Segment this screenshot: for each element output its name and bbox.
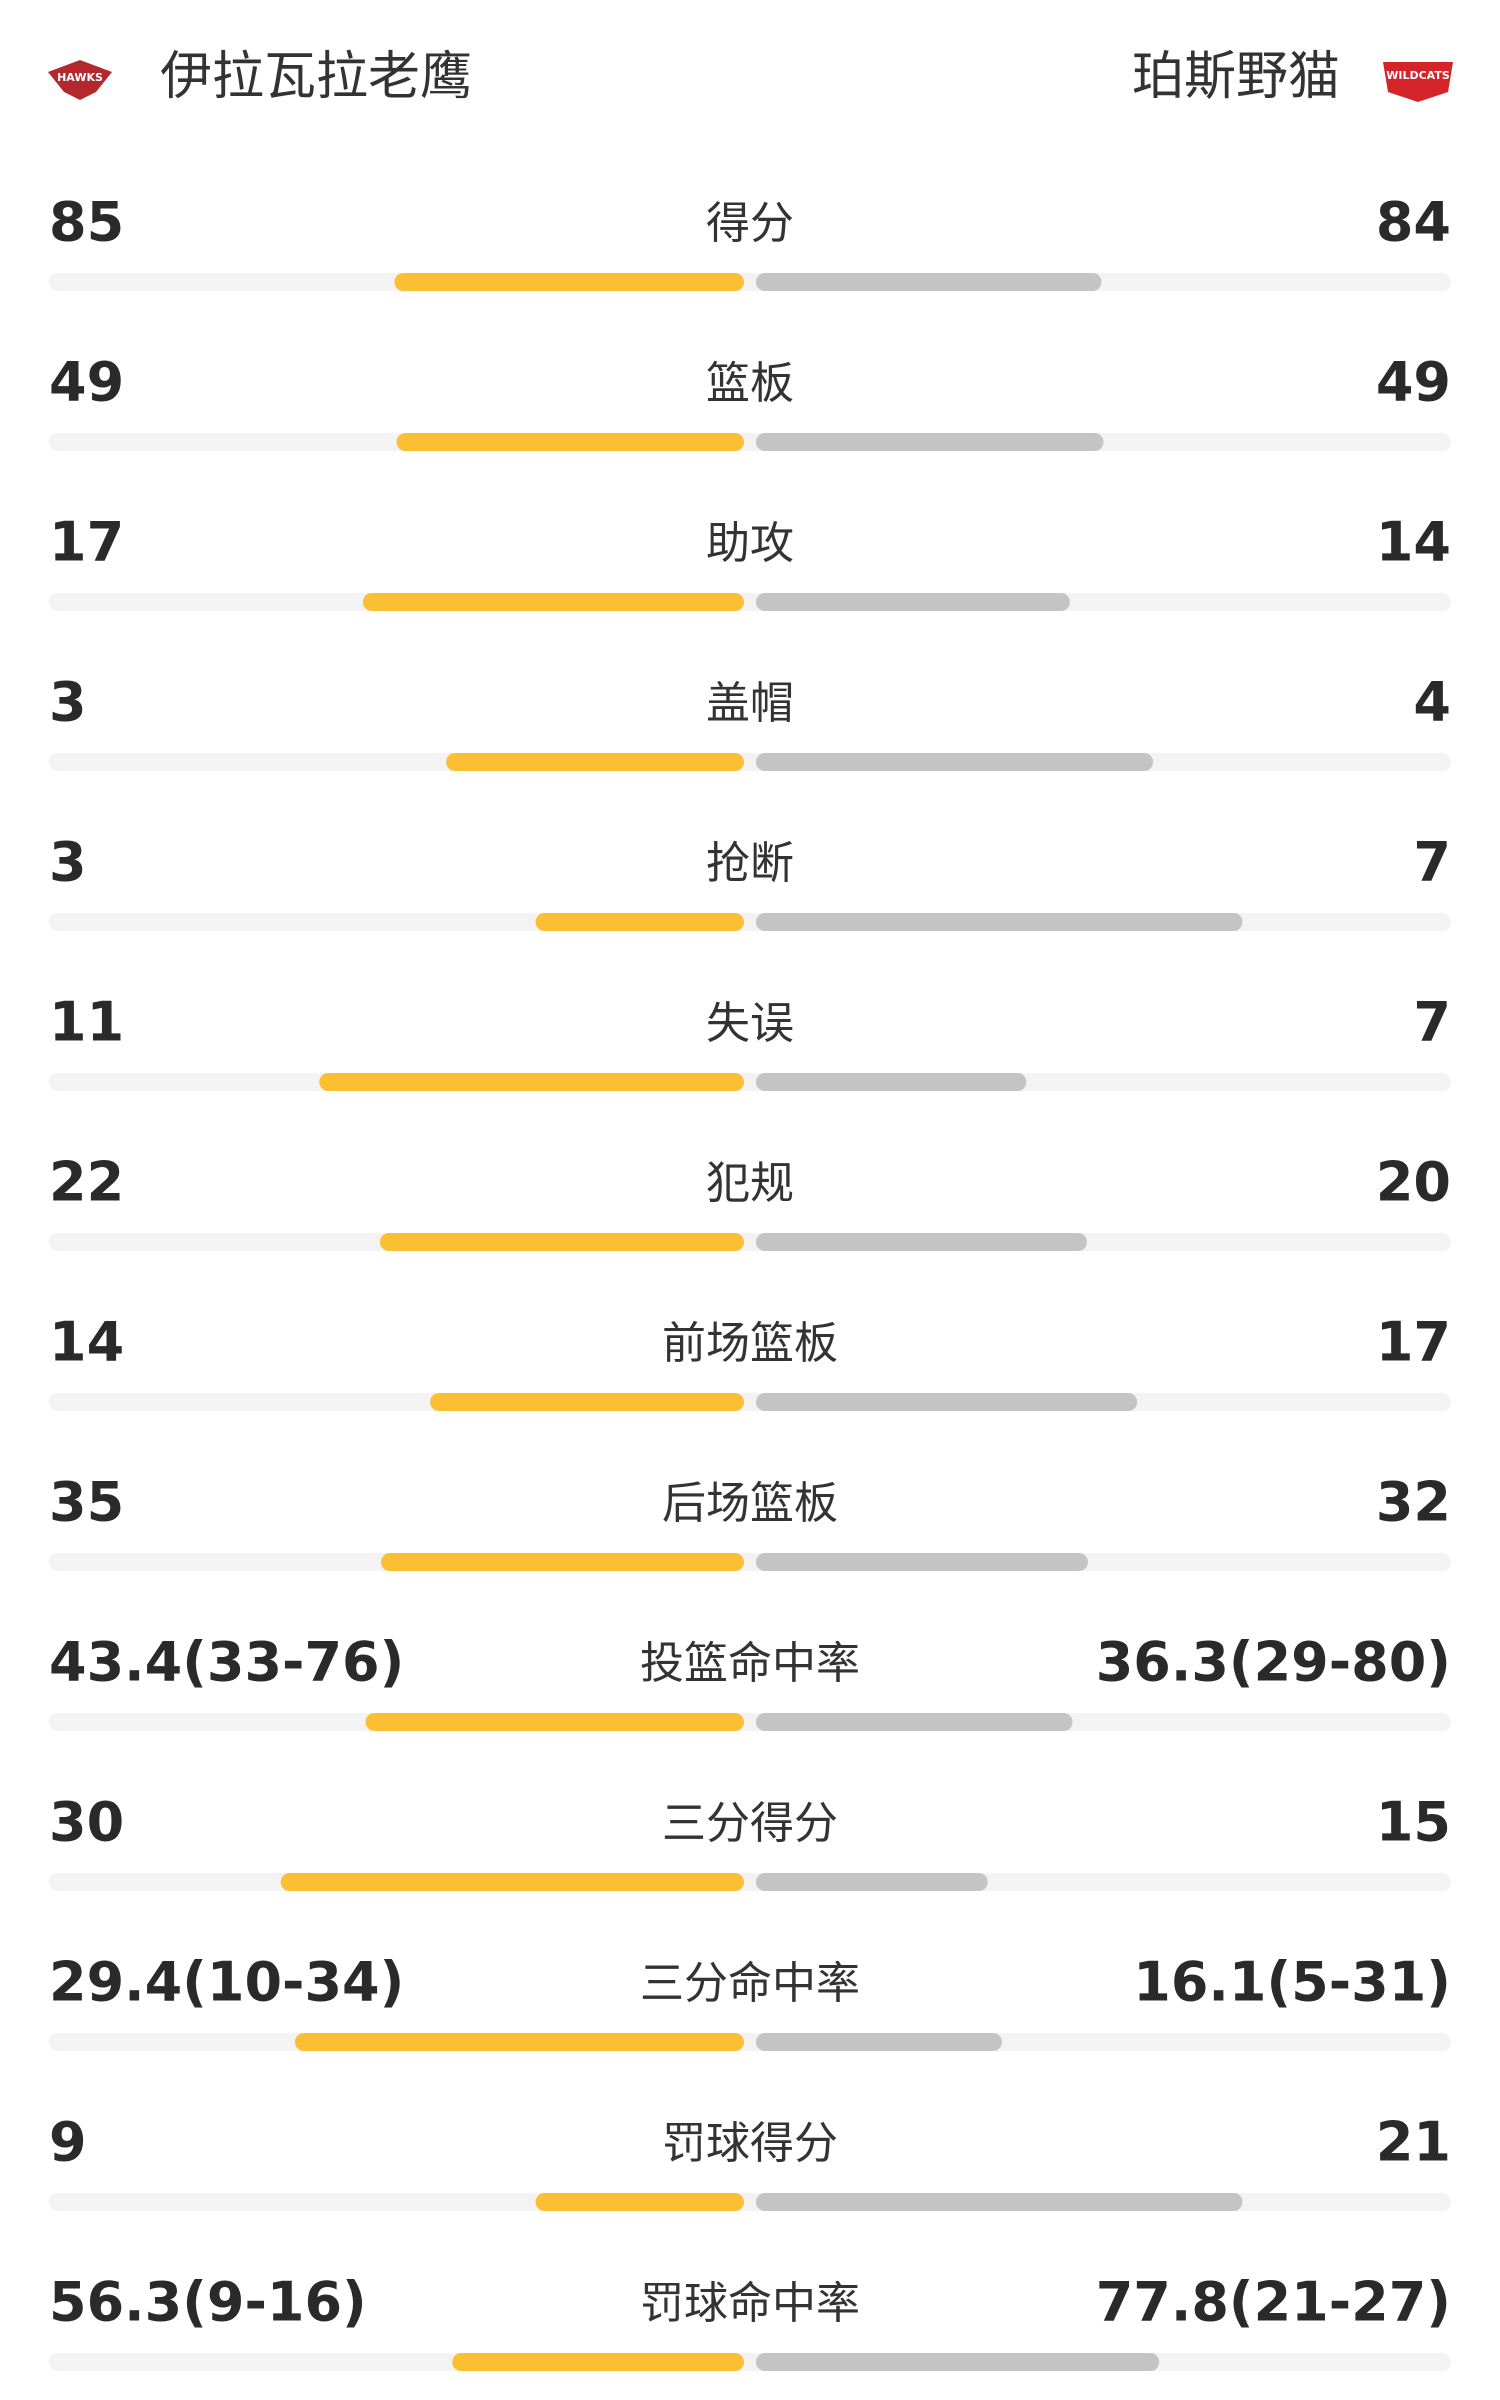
home-logo-text: HAWKS — [57, 71, 103, 84]
bar-track — [49, 1713, 1451, 1731]
away-bar — [756, 1073, 1027, 1091]
home-logo-shape — [48, 60, 112, 100]
home-value: 43.4(33-76) — [49, 1631, 404, 1694]
bar-track — [49, 1553, 1451, 1571]
away-team-name: 珀斯野猫 — [1132, 47, 1340, 107]
home-bar — [379, 1233, 744, 1251]
home-bar — [319, 1073, 744, 1091]
home-team-name: 伊拉瓦拉老鹰 — [160, 47, 472, 107]
stat-label: 盖帽 — [706, 678, 794, 729]
home-bar — [535, 2193, 744, 2211]
away-bar — [756, 1713, 1073, 1731]
home-value: 22 — [49, 1151, 124, 1214]
away-bar — [756, 2033, 1002, 2051]
home-bar — [365, 1713, 744, 1731]
away-value: 4 — [1413, 671, 1451, 734]
home-bar — [362, 593, 744, 611]
home-bar — [430, 1393, 744, 1411]
stat-label: 罚球命中率 — [640, 2278, 860, 2329]
stat-label: 罚球得分 — [662, 2118, 838, 2169]
away-logo: WILDCATS — [1383, 62, 1453, 102]
away-bar — [756, 913, 1243, 931]
home-value: 30 — [49, 1791, 124, 1854]
away-logo-text: WILDCATS — [1386, 69, 1450, 82]
home-value: 29.4(10-34) — [49, 1951, 404, 2014]
bar-track — [49, 1393, 1451, 1411]
away-value: 7 — [1413, 991, 1451, 1054]
stat-label: 三分命中率 — [640, 1958, 860, 2009]
stat-label: 后场篮板 — [662, 1478, 838, 1529]
home-bar — [446, 753, 744, 771]
away-bar — [756, 1233, 1087, 1251]
away-bar — [756, 753, 1154, 771]
away-bar — [756, 1393, 1138, 1411]
away-value: 84 — [1376, 191, 1451, 254]
away-bar — [756, 593, 1070, 611]
away-bar — [756, 2193, 1243, 2211]
home-bar — [535, 913, 744, 931]
home-bar — [294, 2033, 744, 2051]
stat-label: 前场篮板 — [662, 1318, 838, 1369]
stat-label: 失误 — [706, 998, 794, 1049]
bar-track — [49, 2353, 1451, 2371]
home-logo: HAWKS — [48, 60, 112, 100]
bar-track — [49, 1233, 1451, 1251]
home-value: 9 — [49, 2111, 87, 2174]
stat-label: 三分得分 — [662, 1798, 838, 1849]
away-bar — [756, 1553, 1088, 1571]
bar-track — [49, 1873, 1451, 1891]
home-value: 85 — [49, 191, 124, 254]
away-value: 36.3(29-80) — [1096, 1631, 1451, 1694]
home-value: 49 — [49, 351, 124, 414]
bar-track — [49, 433, 1451, 451]
away-bar — [756, 2353, 1160, 2371]
bar-track — [49, 2033, 1451, 2051]
bar-track — [49, 273, 1451, 291]
away-value: 32 — [1376, 1471, 1451, 1534]
away-value: 20 — [1376, 1151, 1451, 1214]
away-value: 17 — [1376, 1311, 1451, 1374]
home-bar — [380, 1553, 744, 1571]
home-bar — [452, 2353, 744, 2371]
stat-label: 助攻 — [706, 518, 794, 569]
home-value: 14 — [49, 1311, 124, 1374]
home-value: 56.3(9-16) — [49, 2271, 367, 2334]
bar-track — [49, 1073, 1451, 1091]
bar-track — [49, 753, 1451, 771]
stat-label: 得分 — [706, 198, 794, 249]
stat-label: 抢断 — [706, 838, 794, 889]
away-value: 16.1(5-31) — [1133, 1951, 1451, 2014]
stat-label: 篮板 — [706, 358, 794, 409]
away-bar — [756, 433, 1104, 451]
home-bar — [280, 1873, 744, 1891]
stat-label: 投篮命中率 — [640, 1638, 860, 1689]
home-bar — [396, 433, 744, 451]
away-value: 15 — [1376, 1791, 1451, 1854]
stat-label: 犯规 — [706, 1158, 794, 1209]
away-bar — [756, 1873, 988, 1891]
home-value: 3 — [49, 671, 87, 734]
away-logo-shape — [1383, 62, 1453, 102]
home-value: 11 — [49, 991, 124, 1054]
home-value: 17 — [49, 511, 124, 574]
away-value: 14 — [1376, 511, 1451, 574]
away-value: 21 — [1376, 2111, 1451, 2174]
home-value: 35 — [49, 1471, 124, 1534]
bar-track — [49, 593, 1451, 611]
home-bar — [394, 273, 744, 291]
away-value: 49 — [1376, 351, 1451, 414]
home-value: 3 — [49, 831, 87, 894]
away-bar — [756, 273, 1102, 291]
away-value: 77.8(21-27) — [1096, 2271, 1451, 2334]
away-value: 7 — [1413, 831, 1451, 894]
